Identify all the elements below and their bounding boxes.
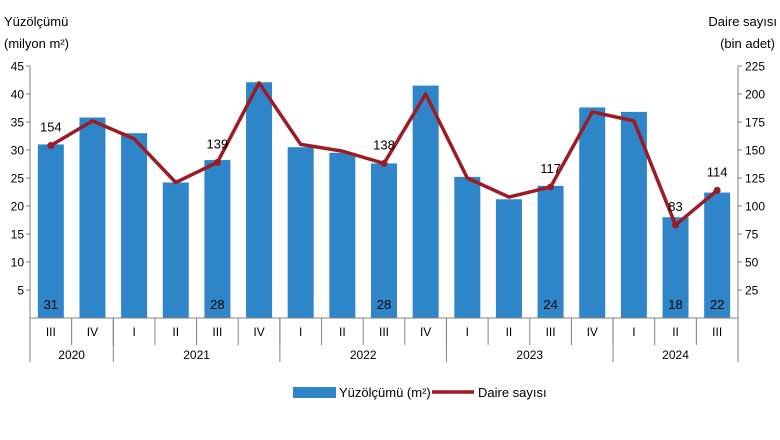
line-layer: 154 139 138 117 83 114 — [40, 81, 728, 229]
y-right-tick-label: 225 — [745, 60, 765, 74]
x-tick-label-quarter: III — [546, 325, 556, 339]
right-axis-title-line2: (bin adet) — [720, 36, 775, 51]
bar-yuzolcumu — [495, 199, 522, 318]
y-left-tick-label: 15 — [11, 228, 25, 242]
line-data-label: 138 — [373, 137, 395, 152]
bar-yuzolcumu — [704, 192, 731, 318]
bar-yuzolcumu — [412, 85, 439, 318]
line-point-marker — [380, 159, 388, 167]
legend-swatch-bar — [293, 387, 336, 398]
x-tick-label-quarter: I — [299, 325, 302, 339]
y-left-tick-label: 5 — [17, 284, 24, 298]
x-tick-label-quarter: II — [172, 325, 179, 339]
line-data-label: 117 — [540, 161, 561, 176]
y-right-tick-label: 175 — [745, 116, 765, 130]
bar-yuzolcumu — [37, 144, 64, 318]
y-right-tick-label: 100 — [745, 200, 765, 214]
legend: Yüzölçümü (m²) Daire sayısı — [293, 385, 547, 400]
x-tick-label-quarter: III — [712, 325, 722, 339]
bar-data-label: 28 — [377, 297, 391, 312]
left-axis-title-line2: (milyon m²) — [4, 36, 69, 51]
bar-data-label: 22 — [710, 297, 724, 312]
bar-yuzolcumu — [204, 160, 231, 318]
line-data-label: 154 — [40, 120, 62, 135]
bar-yuzolcumu — [454, 176, 481, 318]
line-point-marker — [672, 221, 680, 229]
x-tick-label-year: 2024 — [662, 348, 689, 362]
line-data-label: 139 — [207, 136, 229, 151]
bar-data-label: 18 — [668, 297, 682, 312]
line-point-marker — [713, 186, 721, 194]
x-tick-label-quarter: I — [632, 325, 635, 339]
bar-data-label: 28 — [210, 297, 224, 312]
x-tick-label-quarter: I — [466, 325, 469, 339]
bar-yuzolcumu — [579, 107, 606, 318]
x-tick-label-quarter: IV — [87, 325, 98, 339]
y-left-tick-label: 40 — [11, 88, 25, 102]
y-left-tick-label: 30 — [11, 144, 25, 158]
y-right-tick-label: 200 — [745, 88, 765, 102]
bar-yuzolcumu — [329, 152, 356, 318]
bar-yuzolcumu — [287, 147, 314, 318]
line-point-marker — [547, 183, 555, 191]
x-tick-label-quarter: IV — [253, 325, 264, 339]
x-tick-label-quarter: II — [339, 325, 346, 339]
y-right-tick-label: 50 — [745, 256, 759, 270]
x-tick-label-quarter: III — [46, 325, 56, 339]
x-tick-label-quarter: IV — [420, 325, 431, 339]
y-right-tick-label: 150 — [745, 144, 765, 158]
bars-layer: 31 28 28 24 18 22 — [37, 82, 731, 319]
x-tick-label-quarter: III — [212, 325, 222, 339]
right-axis-title-line1: Daire sayısı — [708, 14, 777, 29]
axes-layer: 5 10 15 20 25 30 35 40 45 25 50 75 100 125 150 175 200 22… — [11, 60, 765, 318]
x-tick-label-quarter: II — [506, 325, 513, 339]
y-left-tick-label: 45 — [11, 60, 25, 74]
bar-yuzolcumu — [79, 117, 106, 319]
bar-yuzolcumu — [246, 82, 273, 319]
y-left-tick-label: 20 — [11, 200, 25, 214]
y-right-tick-label: 75 — [745, 228, 759, 242]
line-point-marker — [213, 158, 221, 166]
x-tick-label-quarter: III — [379, 325, 389, 339]
x-tick-label-quarter: II — [672, 325, 679, 339]
y-left-tick-label: 35 — [11, 116, 25, 130]
bar-yuzolcumu — [371, 163, 397, 318]
x-tick-label-year: 2020 — [58, 348, 85, 362]
y-left-tick-label: 25 — [11, 172, 25, 186]
bar-yuzolcumu — [662, 217, 689, 318]
bar-yuzolcumu — [537, 185, 564, 318]
bar-data-label: 24 — [543, 297, 557, 312]
y-left-tick-label: 10 — [11, 256, 25, 270]
bar-yuzolcumu — [121, 133, 148, 318]
line-data-label: 114 — [707, 164, 728, 179]
x-tick-label-year: 2022 — [350, 348, 377, 362]
y-right-tick-label: 25 — [745, 284, 759, 298]
x-tick-label-year: 2021 — [183, 348, 210, 362]
legend-label-bar: Yüzölçümü (m²) — [339, 385, 431, 400]
y-right-tick-label: 125 — [745, 172, 765, 186]
left-axis-title-line1: Yüzölçümü — [4, 14, 68, 29]
legend-label-line: Daire sayısı — [478, 385, 547, 400]
x-tick-label-quarter: I — [132, 325, 135, 339]
x-tick-label-year: 2023 — [516, 348, 543, 362]
x-tick-label-quarter: IV — [587, 325, 598, 339]
bar-yuzolcumu — [162, 182, 189, 318]
bar-data-label: 31 — [44, 297, 58, 312]
line-data-label: 83 — [668, 199, 682, 214]
line-point-marker — [47, 142, 55, 150]
